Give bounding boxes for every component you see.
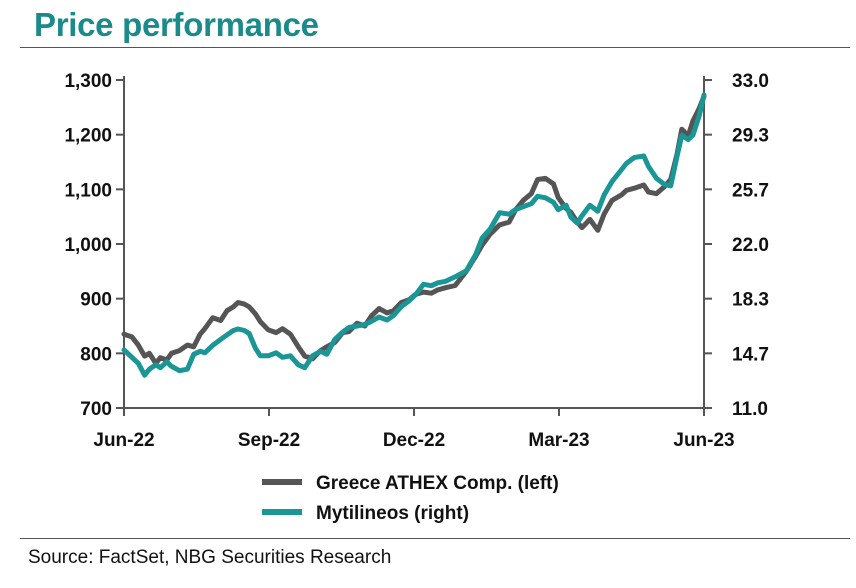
right-tick-label: 11.0 (732, 399, 768, 420)
source-note: Source: FactSet, NBG Securities Research (28, 547, 392, 568)
legend-label-mytilineos: Mytilineos (right) (316, 503, 469, 524)
series-layer (121, 92, 707, 378)
left-tick-label: 1,000 (64, 235, 112, 256)
footer-divider (20, 538, 850, 539)
axes: 700 800 900 1,000 1,100 1,200 1,300 11.0 14.7 18.… (64, 71, 769, 451)
title-divider (20, 47, 850, 48)
left-tick-label: 1,300 (64, 71, 112, 92)
right-tick-label: 14.7 (732, 344, 769, 365)
left-tick-label: 700 (80, 399, 112, 420)
price-performance-chart: 700 800 900 1,000 1,100 1,200 1,300 11.0 14.7 18.… (64, 71, 769, 524)
left-tick-label: 800 (80, 344, 112, 365)
x-tick-label: Jun-22 (93, 430, 154, 451)
x-tick-label: Sep-22 (238, 430, 300, 451)
left-tick-label: 1,100 (64, 180, 112, 201)
series-line-mytilineos (121, 92, 707, 378)
right-tick-label: 33.0 (732, 71, 769, 92)
legend: Greece ATHEX Comp. (left) Mytilineos (rig… (262, 473, 559, 524)
legend-label-greece-athex: Greece ATHEX Comp. (left) (316, 473, 559, 494)
right-tick-label: 25.7 (732, 180, 769, 201)
x-tick-label: Jun-23 (673, 430, 734, 451)
x-tick-label: Mar-23 (528, 430, 589, 451)
right-tick-label: 18.3 (732, 290, 769, 311)
right-tick-label: 29.3 (732, 126, 769, 147)
chart-title: Price performance (34, 6, 319, 43)
right-tick-label: 22.0 (732, 235, 769, 256)
left-tick-label: 1,200 (64, 126, 112, 147)
series-line-greece-athex (121, 93, 707, 366)
x-tick-label: Dec-22 (383, 430, 445, 451)
left-tick-label: 900 (80, 290, 112, 311)
